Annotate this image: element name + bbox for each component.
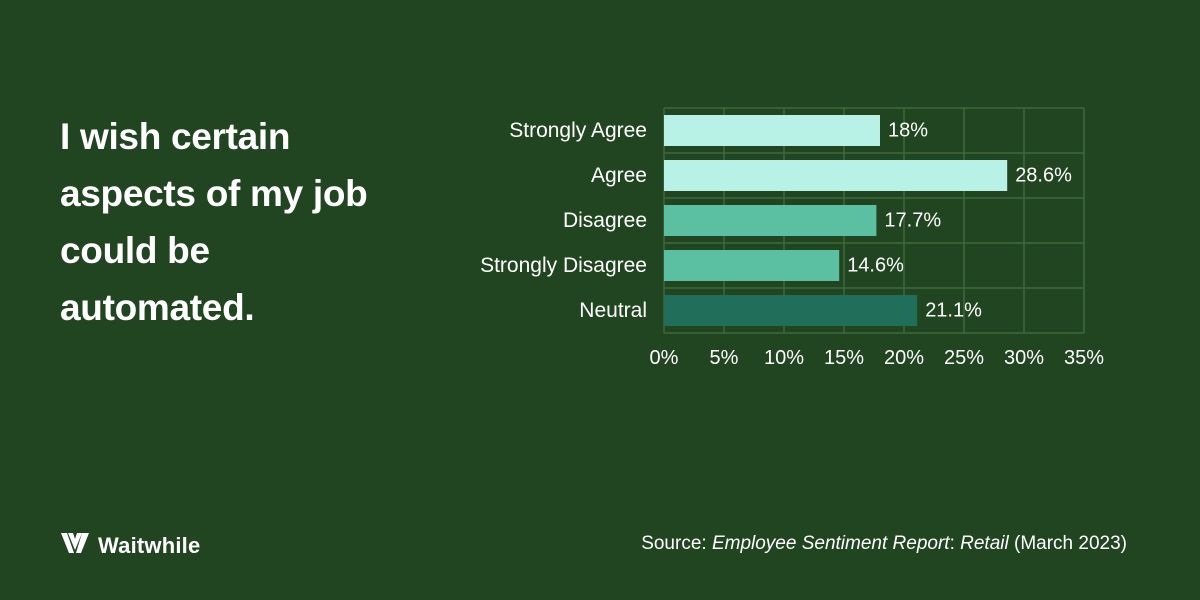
source-separator: : xyxy=(949,533,961,554)
category-label: Neutral xyxy=(579,299,647,322)
source-report-subtitle: Retail xyxy=(960,533,1009,554)
x-tick-label: 25% xyxy=(944,347,984,369)
data-label: 28.6% xyxy=(1015,165,1072,187)
bars xyxy=(664,115,1008,326)
bar xyxy=(664,205,877,236)
bar xyxy=(664,295,918,326)
source-citation: Source: Employee Sentiment Report: Retai… xyxy=(641,533,1127,555)
labels: Strongly Agree 18% Agree 28.6% Disagree 17.7%… xyxy=(480,119,1104,369)
data-label: 17.7% xyxy=(884,210,941,232)
source-report-title: Employee Sentiment Report xyxy=(711,533,950,554)
x-tick-label: 20% xyxy=(884,347,924,369)
x-tick-label: 5% xyxy=(710,347,739,369)
category-label: Strongly Disagree xyxy=(480,254,647,277)
category-label: Disagree xyxy=(563,209,647,232)
category-label: Agree xyxy=(591,164,647,187)
bar xyxy=(664,250,840,281)
source-prefix: Source: xyxy=(641,533,712,554)
bar xyxy=(664,160,1008,191)
x-tick-label: 10% xyxy=(764,347,804,369)
waitwhile-logo: Waitwhile xyxy=(60,531,200,560)
waitwhile-w-logo-icon xyxy=(60,531,90,560)
x-tick-label: 15% xyxy=(824,347,864,369)
x-tick-label: 0% xyxy=(650,347,679,369)
data-label: 14.6% xyxy=(847,255,904,277)
headline: I wish certain aspects of my job could b… xyxy=(60,116,368,328)
data-label: 21.1% xyxy=(925,300,982,322)
x-tick-label: 35% xyxy=(1064,347,1104,369)
x-tick-label: 30% xyxy=(1004,347,1044,369)
category-label: Strongly Agree xyxy=(509,119,647,142)
data-label: 18% xyxy=(888,120,928,142)
source-date: (March 2023) xyxy=(1008,533,1127,554)
bar xyxy=(664,115,880,146)
brand-name: Waitwhile xyxy=(98,532,201,558)
